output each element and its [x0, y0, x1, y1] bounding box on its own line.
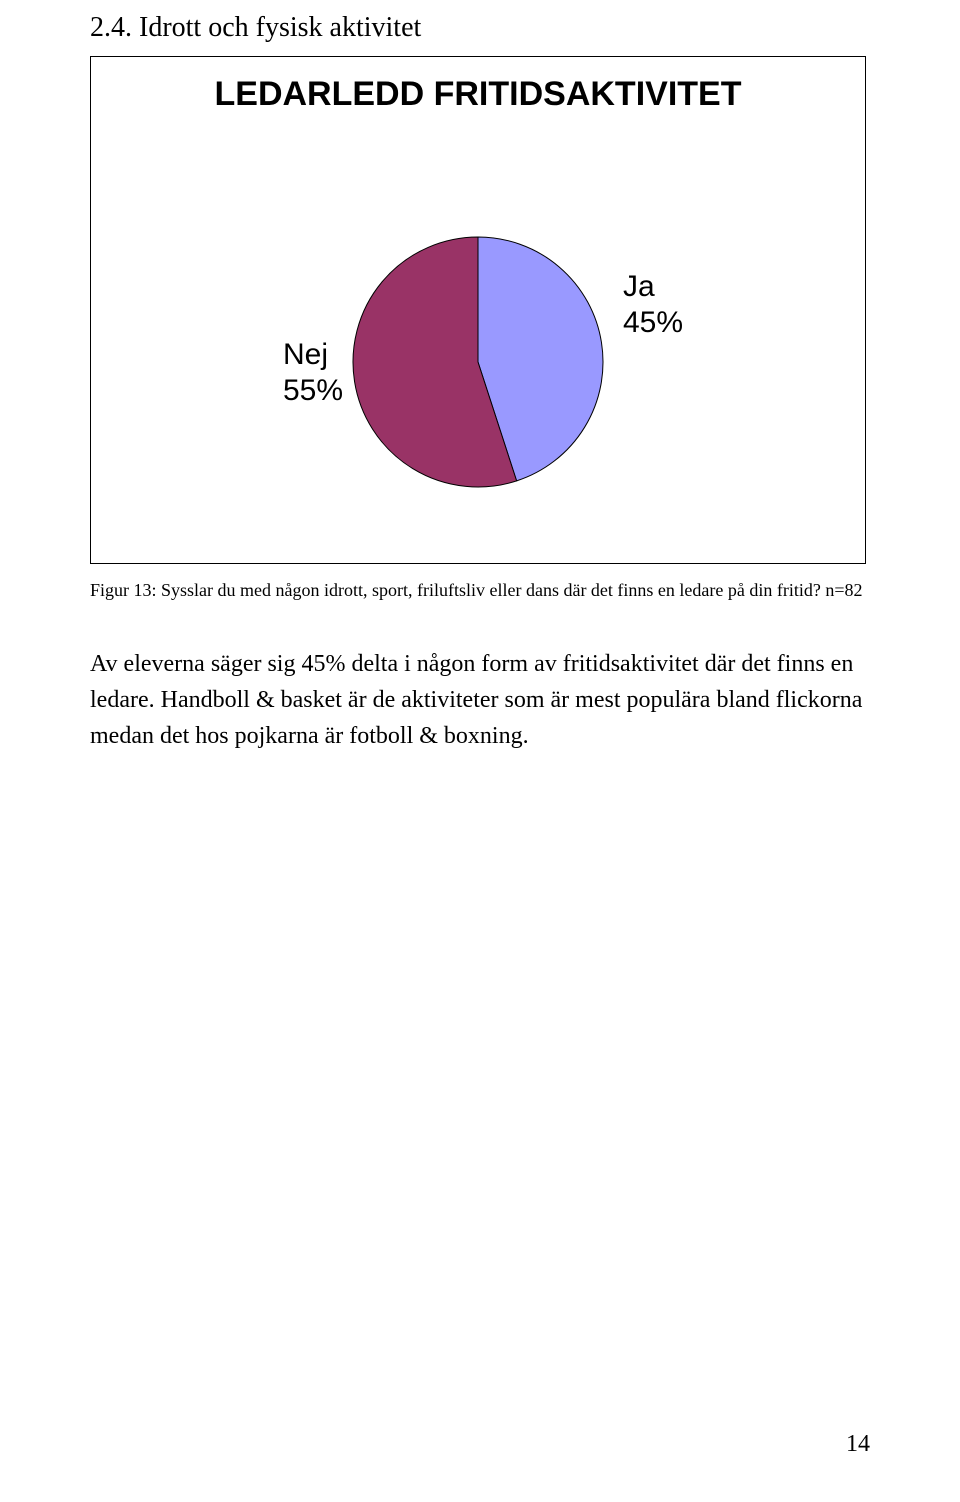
- page-number: 14: [846, 1431, 870, 1458]
- pie-chart: Ja 45% Nej 55%: [228, 207, 728, 517]
- body-paragraph: Av eleverna säger sig 45% delta i någon …: [90, 646, 870, 754]
- pie-slice-label: Ja 45%: [623, 269, 683, 341]
- pie-svg: [352, 236, 604, 488]
- pie-slice-label: Nej 55%: [283, 337, 343, 409]
- figure-caption: Figur 13: Sysslar du med någon idrott, s…: [90, 578, 870, 602]
- section-heading: 2.4. Idrott och fysisk aktivitet: [90, 12, 870, 44]
- chart-container: LEDARLEDD FRITIDSAKTIVITET Ja 45% Nej 55%: [90, 56, 866, 564]
- page: 2.4. Idrott och fysisk aktivitet LEDARLE…: [0, 12, 960, 1502]
- chart-title: LEDARLEDD FRITIDSAKTIVITET: [91, 57, 865, 114]
